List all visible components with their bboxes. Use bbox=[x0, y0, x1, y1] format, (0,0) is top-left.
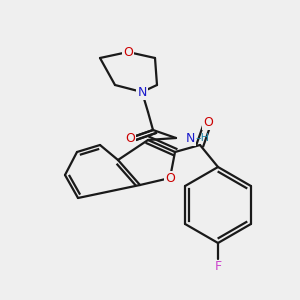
Text: N: N bbox=[137, 85, 147, 98]
Text: –H: –H bbox=[195, 133, 209, 143]
Text: O: O bbox=[203, 116, 213, 128]
Text: O: O bbox=[165, 172, 175, 184]
Text: O: O bbox=[123, 46, 133, 59]
Text: O: O bbox=[125, 131, 135, 145]
Text: F: F bbox=[214, 260, 222, 274]
Text: N: N bbox=[186, 131, 195, 145]
